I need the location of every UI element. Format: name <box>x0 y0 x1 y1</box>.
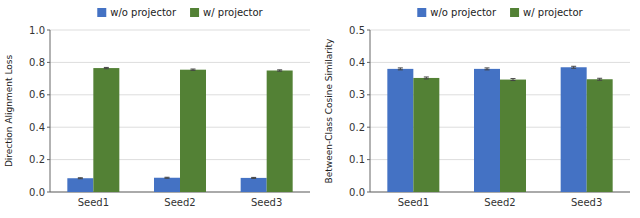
error-cap <box>571 68 576 69</box>
error-cap <box>191 69 196 70</box>
tick-label: 0.2 <box>349 122 365 133</box>
error-cap <box>511 78 516 79</box>
error-cap <box>191 70 196 71</box>
grid-line <box>50 30 310 31</box>
error-cap <box>251 178 256 179</box>
category-label: Seed1 <box>78 197 109 208</box>
tick-label: 0.0 <box>349 187 365 198</box>
tick-label: 0.3 <box>349 89 365 100</box>
bar <box>267 71 293 193</box>
tick-label: 0.1 <box>349 154 365 165</box>
bar <box>241 178 267 192</box>
error-bar <box>485 68 490 70</box>
error-cap <box>424 78 429 79</box>
tick-label: 0.8 <box>29 57 45 68</box>
error-bar <box>277 70 282 71</box>
y-axis-label: Direction Alignment Loss <box>4 55 14 168</box>
grid-line <box>370 62 630 63</box>
marks <box>387 66 612 192</box>
bar <box>387 69 413 192</box>
chart: 0.0 0.2 0.4 0.6 0.8 1.0 Direction Alignment Lo… <box>0 0 640 218</box>
error-bar <box>571 66 576 68</box>
tick-label: 0.5 <box>349 25 365 36</box>
error-cap <box>424 76 429 77</box>
bar <box>474 69 500 192</box>
grid-line <box>370 30 630 31</box>
panel: 0.0 0.1 0.2 0.3 0.4 0.5 Between-Class Cosine S… <box>324 7 630 208</box>
error-cap <box>277 69 282 70</box>
error-cap <box>78 178 83 179</box>
category-label: Seed1 <box>398 197 429 208</box>
legend-label: w/ projector <box>523 7 584 18</box>
tick-label: 0.2 <box>29 154 45 165</box>
legend-label: w/o projector <box>430 7 497 18</box>
error-cap <box>511 80 516 81</box>
legend-item: w/o projector <box>97 7 177 18</box>
error-cap <box>104 67 109 68</box>
category-label: Seed2 <box>164 197 195 208</box>
error-cap <box>398 67 403 68</box>
y-axis <box>50 30 51 192</box>
tick-label: 0.6 <box>29 89 45 100</box>
legend-item: w/ projector <box>190 7 264 18</box>
bar <box>500 80 526 192</box>
error-bar <box>165 177 170 179</box>
legend-swatch <box>97 8 106 17</box>
error-bar <box>191 69 196 70</box>
error-cap <box>597 80 602 81</box>
error-bar <box>424 77 429 79</box>
bar <box>561 67 587 192</box>
legend-item: w/o projector <box>417 7 497 18</box>
error-cap <box>485 67 490 68</box>
bar <box>93 68 119 192</box>
y-axis <box>370 30 371 192</box>
tick-label: 1.0 <box>29 25 45 36</box>
error-cap <box>277 71 282 72</box>
bar <box>413 78 439 192</box>
error-bar <box>104 67 109 68</box>
error-cap <box>485 69 490 70</box>
legend-swatch <box>510 8 519 17</box>
error-cap <box>398 69 403 70</box>
error-bar <box>597 78 602 80</box>
legend-item: w/ projector <box>510 7 584 18</box>
error-cap <box>571 66 576 67</box>
marks <box>67 67 292 192</box>
error-bar <box>78 177 83 179</box>
category-label: Seed2 <box>484 197 515 208</box>
bar <box>180 70 206 192</box>
error-bar <box>511 79 516 81</box>
error-cap <box>78 177 83 178</box>
legend-swatch <box>190 8 199 17</box>
legend-swatch <box>417 8 426 17</box>
error-bar <box>398 68 403 70</box>
error-cap <box>165 178 170 179</box>
tick-label: 0.4 <box>349 57 365 68</box>
error-cap <box>165 177 170 178</box>
grid-line <box>50 62 310 63</box>
tick-label: 0.4 <box>29 122 45 133</box>
legend-label: w/ projector <box>203 7 264 18</box>
category-label: Seed3 <box>571 197 602 208</box>
category-label: Seed3 <box>251 197 282 208</box>
y-axis-label: Between-Class Cosine Similarity <box>324 38 334 183</box>
error-cap <box>104 68 109 69</box>
error-bar <box>251 177 256 179</box>
panel: 0.0 0.2 0.4 0.6 0.8 1.0 Direction Alignment Lo… <box>4 7 310 208</box>
legend: w/o projector w/ projector <box>417 7 583 18</box>
error-cap <box>597 78 602 79</box>
error-cap <box>251 177 256 178</box>
bar <box>154 178 180 192</box>
legend: w/o projector w/ projector <box>97 7 263 18</box>
bar <box>587 79 613 192</box>
bar <box>67 178 93 192</box>
tick-label: 0.0 <box>29 187 45 198</box>
legend-label: w/o projector <box>110 7 177 18</box>
